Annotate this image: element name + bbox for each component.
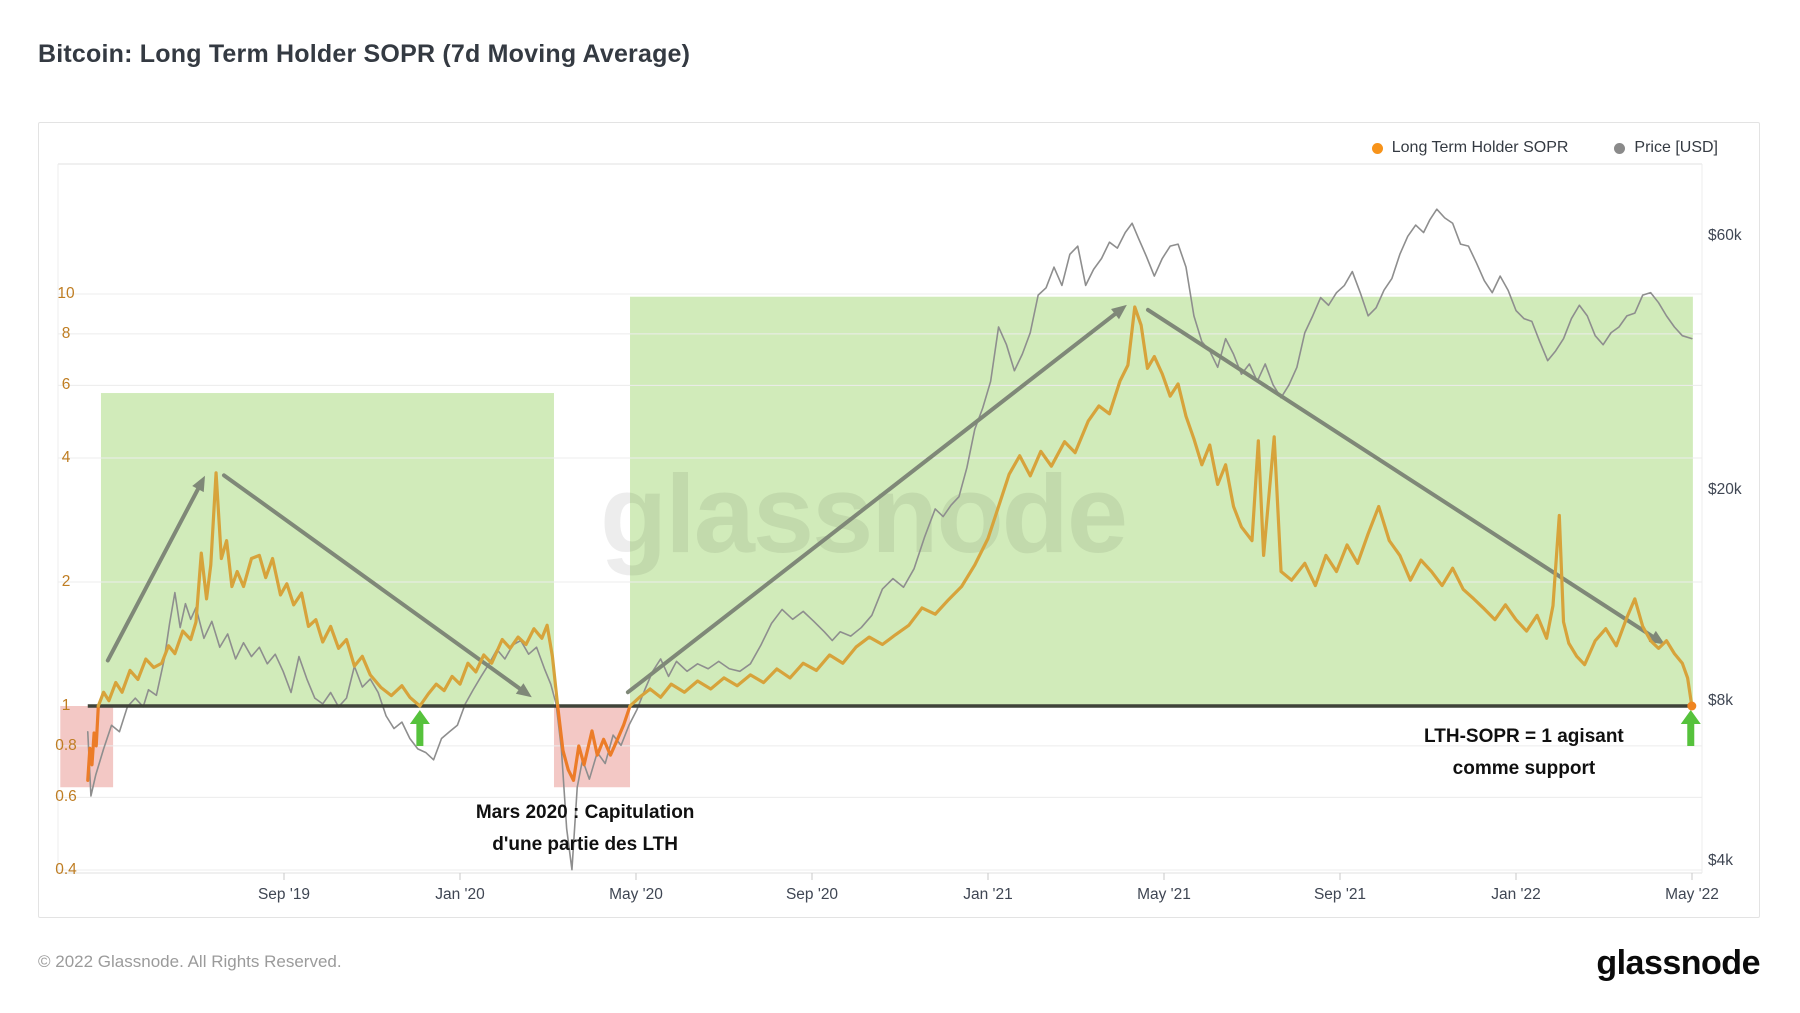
sopr-line-below-1	[556, 704, 632, 782]
glassnode-logo: glassnode	[1596, 944, 1760, 982]
sopr-series-dot-icon	[1371, 142, 1383, 154]
footer-copyright: © 2022 Glassnode. All Rights Reserved.	[38, 952, 342, 971]
annotation-line: d'une partie des LTH	[492, 833, 678, 855]
sopr-above-1-region	[630, 296, 1693, 706]
annotation-support: LTH-SOPR = 1 agisant comme support	[1354, 721, 1694, 785]
watermark: glassnode	[600, 453, 1126, 576]
trend-arrow	[221, 473, 522, 691]
legend-label-price: Price [USD]	[1634, 139, 1718, 156]
trend-arrow-head-icon	[192, 475, 205, 493]
price-line	[86, 208, 1693, 871]
legend-item-sopr[interactable]: Long Term Holder SOPR	[1371, 139, 1569, 157]
legend-item-price[interactable]: Price [USD]	[1614, 139, 1718, 157]
price-series-dot-icon	[1614, 142, 1626, 154]
annotation-line: comme support	[1452, 758, 1596, 780]
trend-arrow	[105, 487, 200, 663]
sopr-line	[96, 471, 560, 708]
trend-arrow	[1145, 307, 1655, 639]
sopr-line-below-1	[86, 704, 100, 782]
sopr-line	[628, 305, 1694, 708]
sopr-last-point-marker	[1687, 701, 1697, 711]
sopr-below-1-region	[553, 706, 631, 788]
trend-arrow-head-icon	[1111, 304, 1127, 320]
trend-arrow-head-icon	[515, 683, 532, 698]
page-title: Bitcoin: Long Term Holder SOPR (7d Movin…	[38, 40, 691, 68]
annotation-capitulation: Mars 2020 : Capitulation d'une partie de…	[415, 797, 755, 861]
support-touch-arrow-icon	[1680, 710, 1701, 746]
support-touch-arrow-icon	[409, 710, 430, 746]
trend-arrow	[625, 312, 1118, 695]
annotation-line: Mars 2020 : Capitulation	[475, 801, 695, 823]
legend: Long Term Holder SOPR Price [USD]	[1371, 139, 1718, 157]
legend-label-sopr: Long Term Holder SOPR	[1391, 139, 1569, 156]
annotation-line: LTH-SOPR = 1 agisant	[1424, 726, 1624, 748]
